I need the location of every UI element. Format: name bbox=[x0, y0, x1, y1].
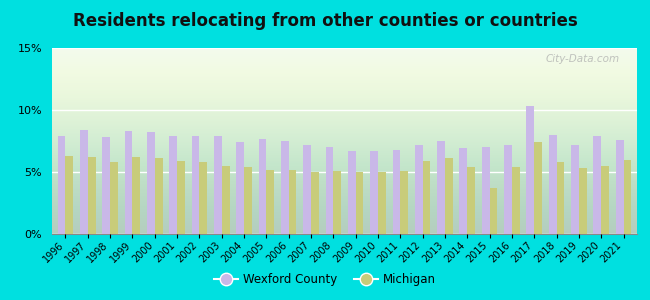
Bar bbox=[593, 136, 601, 234]
Bar bbox=[58, 136, 66, 234]
Bar bbox=[623, 160, 631, 234]
Bar bbox=[133, 157, 140, 234]
Bar bbox=[192, 136, 200, 234]
Bar bbox=[289, 169, 296, 234]
Bar bbox=[370, 151, 378, 234]
Text: Residents relocating from other counties or countries: Residents relocating from other counties… bbox=[73, 12, 577, 30]
Bar bbox=[482, 147, 489, 234]
Bar bbox=[422, 161, 430, 234]
Bar bbox=[169, 136, 177, 234]
Bar bbox=[616, 140, 623, 234]
Bar bbox=[155, 158, 162, 234]
Bar bbox=[281, 141, 289, 234]
Bar bbox=[88, 157, 96, 234]
Bar bbox=[259, 139, 266, 234]
Bar bbox=[326, 147, 333, 234]
Bar bbox=[236, 142, 244, 234]
Bar bbox=[311, 172, 318, 234]
Bar bbox=[556, 162, 564, 234]
Bar bbox=[526, 106, 534, 234]
Bar bbox=[348, 151, 356, 234]
Bar bbox=[467, 167, 475, 234]
Bar bbox=[504, 145, 512, 234]
Bar bbox=[244, 167, 252, 234]
Bar bbox=[303, 145, 311, 234]
Bar bbox=[333, 171, 341, 234]
Bar bbox=[66, 156, 73, 234]
Bar bbox=[489, 188, 497, 234]
Bar bbox=[512, 167, 520, 234]
Bar bbox=[571, 145, 579, 234]
Bar bbox=[378, 172, 386, 234]
Legend: Wexford County, Michigan: Wexford County, Michigan bbox=[209, 269, 441, 291]
Bar bbox=[601, 166, 609, 234]
Bar bbox=[214, 136, 222, 234]
Bar bbox=[415, 145, 422, 234]
Bar bbox=[110, 162, 118, 234]
Bar bbox=[400, 171, 408, 234]
Bar bbox=[222, 166, 229, 234]
Bar bbox=[437, 141, 445, 234]
Bar bbox=[460, 148, 467, 234]
Bar bbox=[200, 162, 207, 234]
Bar bbox=[356, 172, 363, 234]
Text: City-Data.com: City-Data.com bbox=[545, 54, 619, 64]
Bar bbox=[534, 142, 542, 234]
Bar bbox=[393, 150, 400, 234]
Bar bbox=[266, 169, 274, 234]
Bar bbox=[102, 137, 110, 234]
Bar bbox=[549, 135, 556, 234]
Bar bbox=[125, 131, 133, 234]
Bar bbox=[579, 168, 587, 234]
Bar bbox=[80, 130, 88, 234]
Bar bbox=[177, 161, 185, 234]
Bar bbox=[445, 158, 453, 234]
Bar bbox=[147, 132, 155, 234]
